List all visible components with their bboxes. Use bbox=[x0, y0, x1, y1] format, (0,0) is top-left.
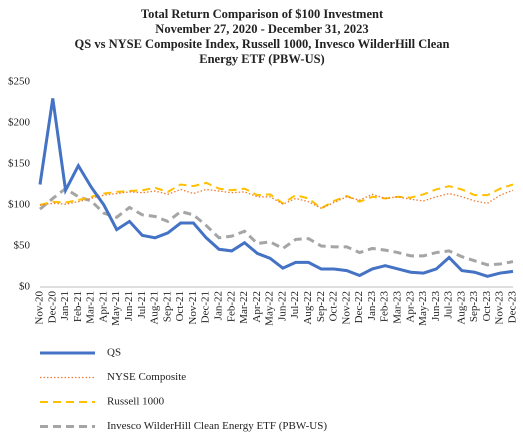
x-tick-label: Jun-22 bbox=[276, 291, 288, 321]
x-tick-label: Sep-22 bbox=[315, 291, 327, 322]
series-line bbox=[39, 188, 514, 210]
x-tick-label: Jul-23 bbox=[443, 291, 455, 319]
x-tick-label: Feb-22 bbox=[225, 291, 237, 322]
x-tick-label: Mar-21 bbox=[85, 291, 97, 324]
x-tick-label: Dec-22 bbox=[353, 291, 365, 323]
x-tick-label: Jun-21 bbox=[123, 291, 135, 321]
x-tick-label: Jul-21 bbox=[136, 291, 148, 319]
x-tick-label: Oct-23 bbox=[481, 291, 493, 322]
x-tick-label: Apr-23 bbox=[404, 291, 416, 323]
series-line bbox=[39, 181, 514, 210]
series-line bbox=[39, 186, 514, 267]
chart-title: QS vs NYSE Composite Index, Russell 1000… bbox=[75, 37, 450, 51]
series-line bbox=[38, 98, 514, 278]
x-tick-label: Jun-23 bbox=[430, 291, 442, 321]
x-tick-label: Dec-23 bbox=[507, 291, 519, 324]
y-tick-label: $200 bbox=[8, 117, 31, 129]
x-tick-label: Jan-23 bbox=[366, 291, 378, 321]
x-tick-label: Aug-21 bbox=[149, 291, 161, 325]
x-tick-label: May-21 bbox=[110, 291, 122, 326]
legend-label: QS bbox=[107, 347, 121, 359]
x-tick-label: Sep-21 bbox=[161, 291, 173, 322]
chart-title: November 27, 2020 - December 31, 2023 bbox=[155, 22, 368, 36]
chart-title: Total Return Comparison of $100 Investme… bbox=[141, 7, 384, 21]
x-tick-label: Mar-23 bbox=[391, 291, 403, 324]
x-tick-label: Jul-22 bbox=[289, 291, 301, 319]
x-tick-label: Dec-20 bbox=[46, 291, 58, 324]
y-tick-label: $0 bbox=[19, 281, 31, 293]
y-tick-label: $150 bbox=[8, 158, 31, 170]
x-tick-label: May-23 bbox=[417, 291, 429, 326]
x-tick-label: Jan-22 bbox=[213, 291, 225, 320]
x-tick-label: Dec-21 bbox=[200, 291, 212, 323]
y-tick-label: $250 bbox=[8, 76, 31, 88]
x-tick-label: May-22 bbox=[264, 291, 276, 326]
x-tick-label: Feb-21 bbox=[72, 291, 84, 322]
y-tick-label: $100 bbox=[8, 199, 31, 211]
y-tick-label: $50 bbox=[14, 240, 31, 252]
legend-label: Russell 1000 bbox=[107, 396, 165, 408]
x-tick-label: Jan-21 bbox=[59, 291, 71, 320]
x-tick-label: Oct-22 bbox=[328, 291, 340, 322]
x-tick-label: Apr-22 bbox=[251, 291, 263, 323]
chart-title: Energy ETF (PBW-US) bbox=[199, 52, 324, 66]
x-tick-label: Apr-21 bbox=[97, 291, 109, 323]
legend-label: Invesco WilderHill Clean Energy ETF (PBW… bbox=[107, 420, 327, 432]
legend-label: NYSE Composite bbox=[107, 371, 186, 383]
x-tick-label: Mar-22 bbox=[238, 291, 250, 324]
x-tick-label: Feb-23 bbox=[379, 291, 391, 323]
x-tick-label: Nov-22 bbox=[340, 291, 352, 325]
x-tick-label: Sep-23 bbox=[468, 291, 480, 323]
x-tick-label: Oct-21 bbox=[174, 291, 186, 322]
x-tick-label: Nov-21 bbox=[187, 291, 199, 325]
x-tick-label: Nov-23 bbox=[494, 291, 506, 325]
x-tick-label: Aug-23 bbox=[455, 291, 467, 325]
x-tick-label: Nov-20 bbox=[34, 291, 46, 325]
x-tick-label: Aug-22 bbox=[302, 291, 314, 325]
